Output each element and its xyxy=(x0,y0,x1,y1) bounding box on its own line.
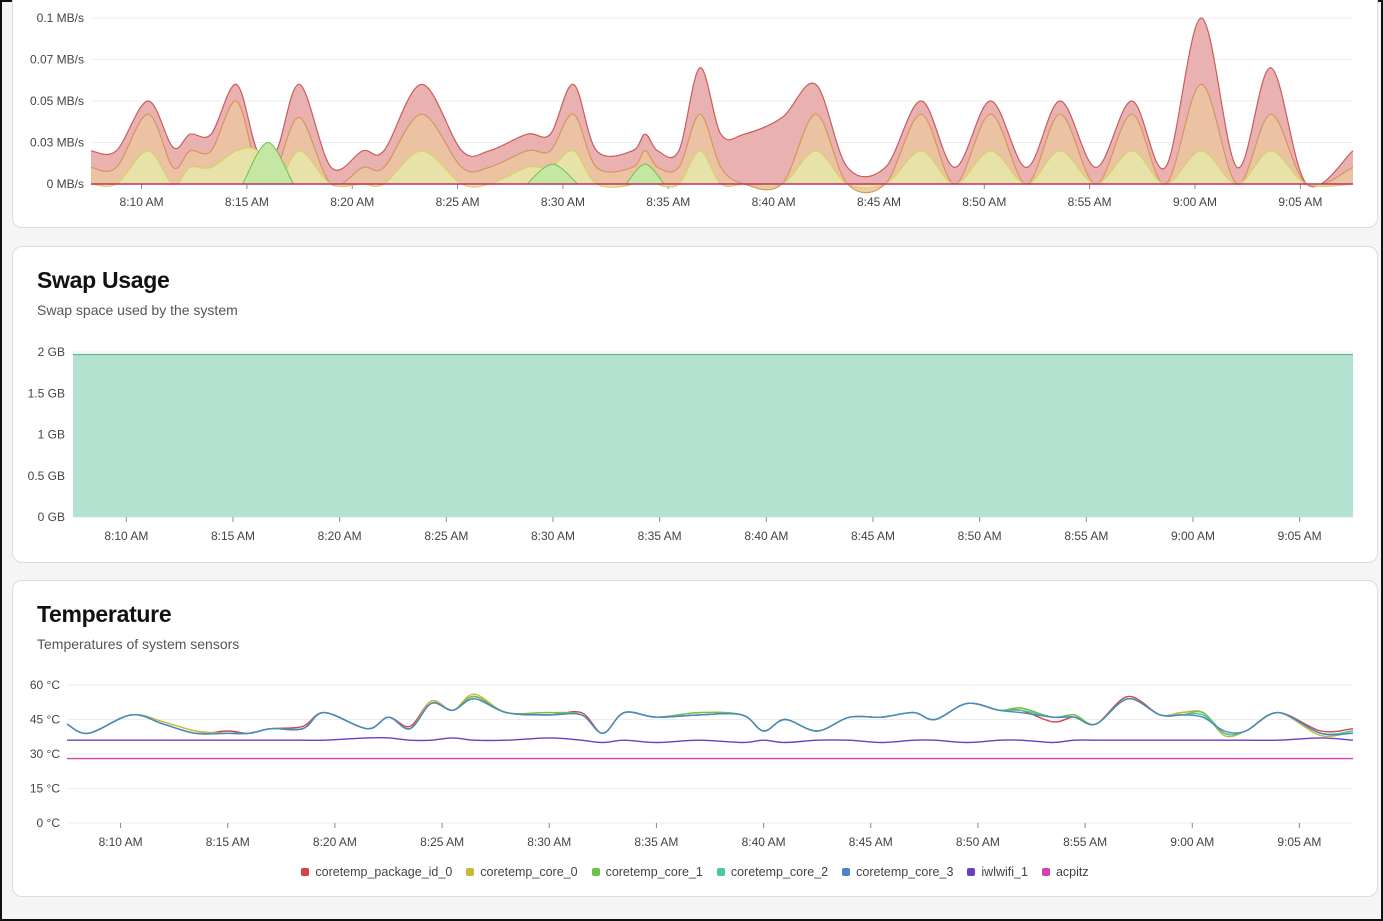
swap-x-tick-label: 8:20 AM xyxy=(318,529,362,543)
network-x-tick-label: 8:30 AM xyxy=(541,195,585,209)
legend-swatch xyxy=(967,868,976,876)
legend-item-coretemp-core-0[interactable]: coretemp_core_0 xyxy=(466,865,578,879)
swap-x-tick-label: 8:45 AM xyxy=(851,529,895,543)
temperature-card-subtitle: Temperatures of system sensors xyxy=(37,636,240,652)
swap-y-tick-label: 0.5 GB xyxy=(28,469,65,483)
network-chart-card: 0 MB/s 0.03 MB/s 0.05 MB/s 0.07 MB/s 0.1 MB/… xyxy=(12,0,1378,228)
temp-x-tick-label: 8:40 AM xyxy=(742,835,786,849)
temp-x-tick-label: 8:45 AM xyxy=(849,835,893,849)
temp-x-tick-label: 8:15 AM xyxy=(206,835,250,849)
temp-x-tick-label: 8:55 AM xyxy=(1063,835,1107,849)
legend-swatch xyxy=(301,868,310,876)
legend-swatch xyxy=(716,868,725,876)
temp-x-tick-label: 8:50 AM xyxy=(956,835,1000,849)
temp-series-coretemp-core-2 xyxy=(66,698,1354,736)
legend-item-iwlwifi-1[interactable]: iwlwifi_1 xyxy=(967,865,1028,879)
network-x-tick-label: 8:55 AM xyxy=(1068,195,1112,209)
temp-x-tick-label: 9:05 AM xyxy=(1277,835,1321,849)
legend-item-coretemp-core-1[interactable]: coretemp_core_1 xyxy=(591,865,703,879)
legend-label: acpitz xyxy=(1055,865,1089,879)
legend-label: coretemp_core_0 xyxy=(480,865,578,879)
network-x-tick-label: 8:50 AM xyxy=(962,195,1006,209)
network-x-tick-label: 8:40 AM xyxy=(752,195,796,209)
network-x-tick-label: 9:00 AM xyxy=(1173,195,1217,209)
network-tx-blip xyxy=(241,141,295,185)
legend-swatch xyxy=(842,868,851,876)
swap-x-tick-label: 8:40 AM xyxy=(744,529,788,543)
network-y-tick-label: 0 MB/s xyxy=(47,177,84,191)
legend-label: coretemp_core_1 xyxy=(605,865,703,879)
temp-series-coretemp-core-1 xyxy=(66,695,1354,736)
legend-item-coretemp-core-3[interactable]: coretemp_core_3 xyxy=(842,865,953,879)
swap-x-tick-label: 8:15 AM xyxy=(211,529,255,543)
swap-y-tick-label: 1.5 GB xyxy=(28,386,65,400)
swap-x-tick-label: 8:35 AM xyxy=(638,529,682,543)
swap-usage-card: Swap Usage Swap space used by the system… xyxy=(12,246,1378,563)
swap-used-area xyxy=(73,354,1353,517)
temp-y-tick-label: 15 °C xyxy=(30,782,60,796)
temperature-chart: 0 °C 15 °C 30 °C 45 °C 60 °C 8:10 AM 8:15 AM 8:… xyxy=(30,678,1354,849)
legend-item-coretemp-core-2[interactable]: coretemp_core_2 xyxy=(716,865,829,879)
temp-series-coretemp-core-3 xyxy=(66,698,1354,736)
network-y-tick-label: 0.1 MB/s xyxy=(37,11,84,25)
swap-x-tick-label: 8:55 AM xyxy=(1064,529,1108,543)
swap-usage-chart: 0 GB 0.5 GB 1 GB 1.5 GB 2 GB 8:10 AM 8:15 AM 8:… xyxy=(28,345,1353,543)
temp-x-tick-label: 8:25 AM xyxy=(420,835,464,849)
network-tx-blip xyxy=(624,163,666,185)
network-x-tick-label: 9:05 AM xyxy=(1278,195,1322,209)
network-low-area xyxy=(91,147,1353,189)
legend-swatch xyxy=(466,868,475,876)
network-x-tick-label: 8:20 AM xyxy=(330,195,374,209)
network-tx-blip xyxy=(525,163,580,185)
legend-label: coretemp_package_id_0 xyxy=(315,865,453,879)
temp-y-tick-label: 30 °C xyxy=(30,747,60,761)
swap-y-tick-label: 2 GB xyxy=(38,345,65,359)
temp-x-tick-label: 8:35 AM xyxy=(634,835,678,849)
swap-x-tick-label: 8:50 AM xyxy=(958,529,1002,543)
temperature-card-title: Temperature xyxy=(37,601,172,627)
swap-x-tick-label: 9:00 AM xyxy=(1171,529,1215,543)
swap-x-tick-label: 9:05 AM xyxy=(1278,529,1322,543)
swap-x-tick-label: 8:10 AM xyxy=(104,529,148,543)
temp-x-tick-label: 9:00 AM xyxy=(1170,835,1214,849)
network-x-tick-label: 8:25 AM xyxy=(436,195,480,209)
network-chart: 0 MB/s 0.03 MB/s 0.05 MB/s 0.07 MB/s 0.1 MB/… xyxy=(30,11,1354,209)
temp-y-tick-label: 0 °C xyxy=(37,816,61,830)
swap-x-tick-label: 8:30 AM xyxy=(531,529,575,543)
network-y-tick-label: 0.07 MB/s xyxy=(30,53,84,67)
temp-x-tick-label: 8:10 AM xyxy=(99,835,143,849)
swap-card-title: Swap Usage xyxy=(37,267,170,293)
legend-item-coretemp-package-id-0[interactable]: coretemp_package_id_0 xyxy=(301,865,452,879)
temperature-card: Temperature Temperatures of system senso… xyxy=(12,580,1378,897)
legend-label: iwlwifi_1 xyxy=(981,865,1028,879)
swap-card-subtitle: Swap space used by the system xyxy=(37,302,238,318)
network-x-tick-label: 8:15 AM xyxy=(225,195,269,209)
swap-x-tick-label: 8:25 AM xyxy=(424,529,468,543)
legend-swatch xyxy=(1041,868,1050,876)
temp-y-tick-label: 60 °C xyxy=(30,678,60,692)
legend-label: coretemp_core_3 xyxy=(856,865,954,879)
legend-swatch xyxy=(591,868,600,876)
network-x-tick-label: 8:35 AM xyxy=(646,195,690,209)
network-x-tick-label: 8:10 AM xyxy=(120,195,164,209)
temp-series-iwlwifi-1 xyxy=(67,736,1354,744)
network-y-tick-label: 0.05 MB/s xyxy=(30,94,84,108)
legend-item-acpitz[interactable]: acpitz xyxy=(1041,865,1089,879)
network-y-tick-label: 0.03 MB/s xyxy=(30,136,84,150)
legend-label: coretemp_core_2 xyxy=(730,865,829,879)
temp-x-tick-label: 8:30 AM xyxy=(527,835,571,849)
swap-y-tick-label: 0 GB xyxy=(38,510,65,524)
network-x-tick-label: 8:45 AM xyxy=(857,195,901,209)
swap-y-tick-label: 1 GB xyxy=(38,428,65,442)
temp-x-tick-label: 8:20 AM xyxy=(313,835,357,849)
temp-y-tick-label: 45 °C xyxy=(30,713,60,727)
temperature-legend: coretemp_package_id_0 coretemp_core_0 core… xyxy=(13,865,1377,879)
